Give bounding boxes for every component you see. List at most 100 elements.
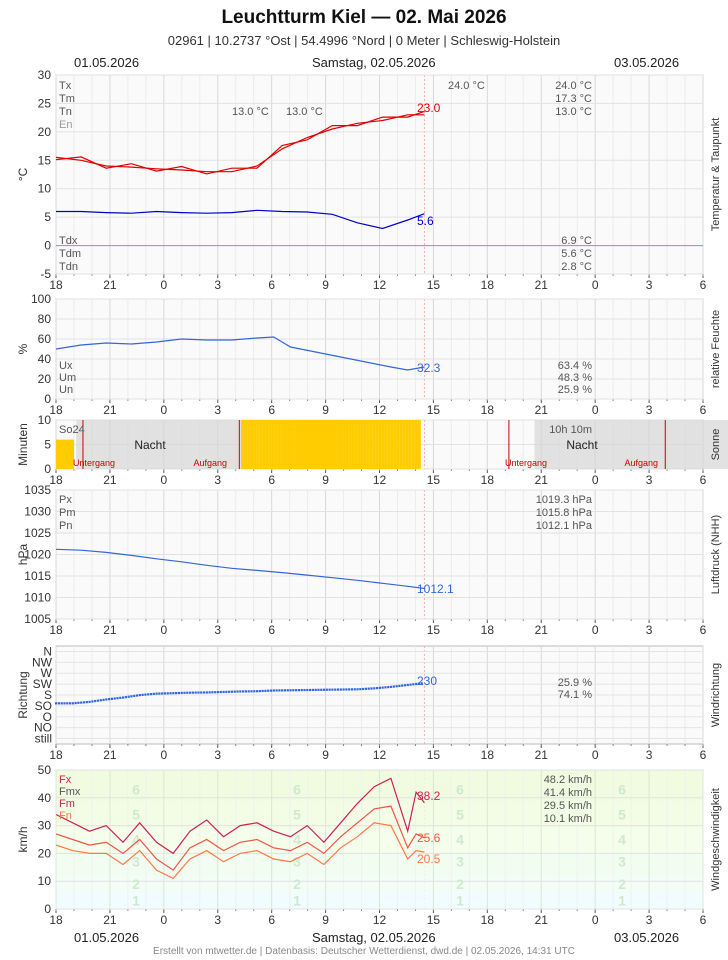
direction-point — [127, 695, 130, 698]
direction-point — [328, 688, 331, 691]
direction-point — [191, 691, 194, 694]
x-tick-label: 21 — [103, 623, 117, 637]
direction-point — [233, 690, 236, 693]
sunshine-bar — [342, 420, 346, 469]
stat-temp: 24.0 °C — [555, 80, 592, 92]
sunshine-bar — [67, 439, 71, 469]
direction-point — [381, 686, 384, 689]
sunshine-bar — [402, 420, 406, 469]
sunshine-bar — [405, 420, 409, 469]
direction-point — [236, 690, 239, 693]
direction-point — [367, 687, 370, 690]
legend-wind: Fm — [59, 798, 75, 810]
x-tick-label: 6 — [268, 278, 275, 292]
sun-hours-label: 10h 10m — [549, 424, 592, 436]
direction-point — [359, 688, 362, 691]
stat-humidity: 25.9 % — [558, 384, 592, 396]
direction-point — [415, 682, 418, 686]
sunshine-bar — [339, 420, 343, 469]
direction-point — [158, 692, 161, 695]
sunshine-bar — [417, 420, 421, 469]
direction-point — [267, 689, 270, 692]
x-tick-label: 3 — [646, 403, 653, 417]
legend-wind: Fn — [59, 810, 72, 822]
sunshine-bar — [262, 420, 266, 469]
beaufort-label: 1 — [456, 893, 464, 909]
direction-point — [91, 700, 94, 703]
stat-dew: 2.8 °C — [561, 261, 592, 273]
sunshine-bar — [298, 420, 302, 469]
night-band — [76, 420, 252, 469]
x-tick-label: 0 — [592, 748, 599, 762]
y-axis-label: km/h — [16, 826, 30, 852]
current-pressure: 1012.1 — [417, 582, 454, 596]
direction-point — [250, 690, 253, 693]
night-label: Nacht — [134, 438, 166, 452]
direction-point — [362, 687, 365, 691]
direction-point — [261, 689, 264, 693]
direction-point — [99, 699, 102, 702]
direction-point — [183, 691, 186, 694]
direction-point — [389, 685, 393, 688]
y-tick-label: 80 — [38, 312, 52, 326]
sunshine-bar — [292, 420, 296, 469]
direction-tick-label: S — [44, 688, 52, 702]
sunshine-bar — [61, 439, 65, 469]
y-tick-label: 20 — [38, 372, 52, 386]
current-gust: 38.2 — [417, 789, 441, 803]
y-axis-label: Richtung — [16, 671, 30, 718]
y-tick-label: 1020 — [24, 548, 51, 562]
current-temp: 23.0 — [417, 101, 441, 115]
y-tick-label: 40 — [38, 791, 52, 805]
sunshine-bar — [304, 420, 308, 469]
legend-pressure: Pn — [59, 520, 72, 532]
y-tick-label: 0 — [44, 392, 51, 406]
direction-point — [417, 682, 421, 685]
annotation-max: 24.0 °C — [448, 80, 485, 92]
direction-point — [68, 702, 72, 705]
night-band — [534, 420, 728, 469]
x-tick-label: 3 — [214, 278, 221, 292]
direction-point — [314, 688, 317, 691]
direction-tick-label: O — [43, 710, 52, 724]
sunshine-bar — [318, 420, 322, 469]
sunset-label-2: Untergang — [505, 458, 547, 468]
direction-point — [356, 688, 359, 691]
y-tick-label: 0 — [44, 239, 51, 253]
x-tick-label: 18 — [49, 913, 63, 927]
x-tick-label: 3 — [646, 748, 653, 762]
sunshine-bar — [274, 420, 278, 469]
direction-point — [300, 688, 303, 692]
y-tick-label: 25 — [38, 96, 52, 110]
direction-point — [80, 701, 83, 704]
sunshine-bar — [70, 439, 74, 469]
direction-point — [258, 690, 261, 693]
x-tick-label: 21 — [103, 403, 117, 417]
direction-point — [186, 691, 189, 694]
annotation-min-2: 13.0 °C — [286, 106, 323, 118]
sunshine-bar — [399, 420, 403, 469]
sunshine-bar — [310, 420, 314, 469]
direction-point — [278, 689, 281, 692]
direction-point — [247, 690, 250, 693]
direction-point — [94, 699, 97, 703]
x-tick-label: 0 — [160, 278, 167, 292]
x-tick-label: 15 — [427, 473, 441, 487]
direction-point — [342, 688, 345, 691]
y-tick-label: 40 — [38, 352, 52, 366]
direction-point — [138, 694, 141, 697]
x-tick-label: 0 — [160, 473, 167, 487]
direction-point — [135, 694, 139, 697]
sunshine-bar — [286, 420, 290, 469]
direction-point — [239, 690, 242, 693]
legend-humidity: Un — [59, 384, 73, 396]
direction-point — [219, 690, 222, 694]
sunshine-bar — [301, 420, 305, 469]
sun-total-label: So24 — [59, 424, 85, 436]
direction-point — [398, 684, 401, 688]
current-dew: 5.6 — [417, 214, 434, 228]
direction-point — [166, 692, 169, 695]
y-tick-label: 0 — [44, 462, 51, 476]
y-tick-label: 20 — [38, 125, 52, 139]
footer-credits: Erstellt von mtwetter.de | Datenbasis: D… — [153, 946, 575, 957]
